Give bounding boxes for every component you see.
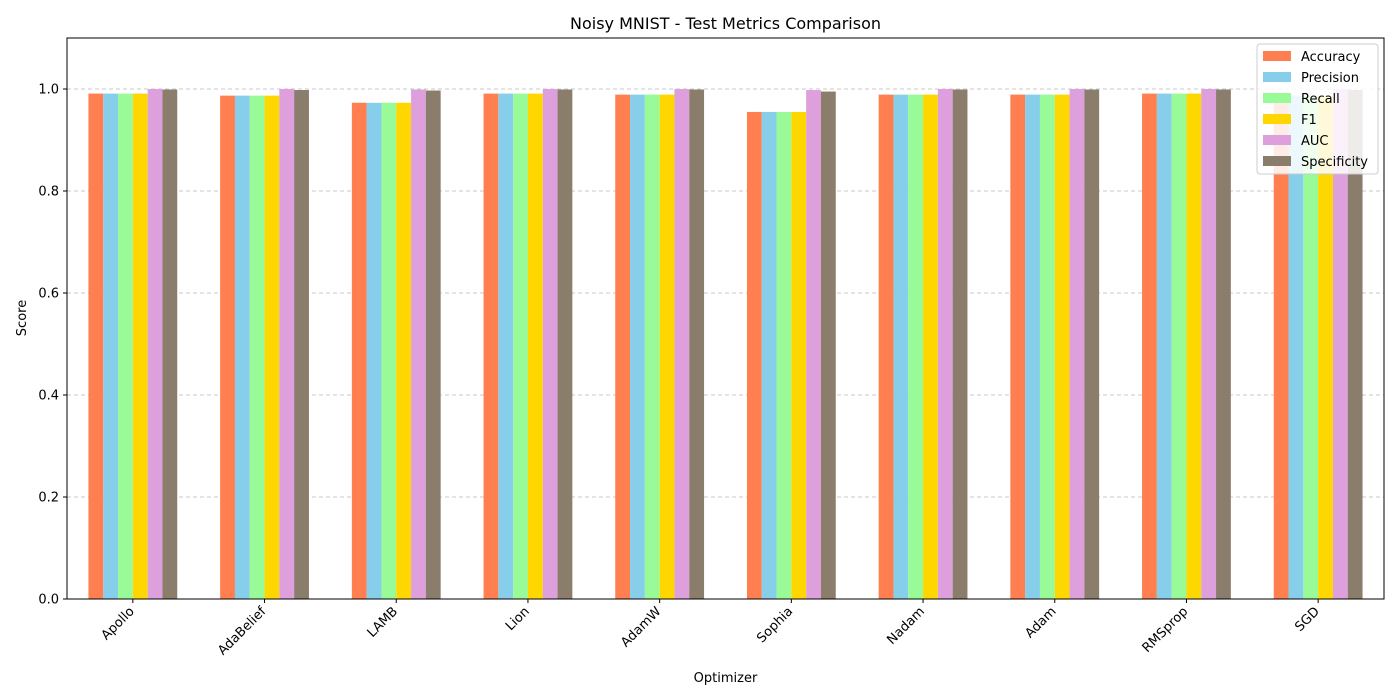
bar-auc-nadam (937, 89, 953, 599)
y-tick-label: 0.4 (38, 389, 59, 404)
bar-accuracy-lion (483, 93, 499, 599)
bar-accuracy-adamw (615, 94, 631, 600)
legend-swatch-precision (1263, 72, 1291, 82)
bar-specificity-apollo (162, 89, 178, 599)
x-tick-label: SGD (1292, 604, 1323, 635)
x-tick-label: LAMB (365, 604, 401, 640)
legend: Accuracy Precision Recall F1 AUC Specificity (1256, 43, 1379, 175)
bar-recall-apollo (118, 93, 133, 599)
bar-auc-apollo (147, 89, 163, 599)
bar-precision-sgd (1288, 95, 1304, 599)
bar-auc-rmsprop (1201, 89, 1217, 599)
bar-precision-lion (498, 93, 514, 599)
bar-specificity-adabelief (294, 90, 309, 600)
legend-label-auc: AUC (1301, 134, 1329, 149)
x-tick-label: RMSprop (1140, 604, 1192, 656)
y-tick-label: 0.6 (38, 287, 59, 302)
bar-accuracy-lamb (351, 102, 367, 600)
bar-auc-adabelief (279, 89, 295, 599)
bar-recall-lion (513, 93, 528, 599)
bar-precision-apollo (103, 93, 119, 599)
bar-recall-rmsprop (1171, 93, 1187, 599)
bar-specificity-nadam (952, 89, 968, 599)
axes-layer (66, 37, 1385, 600)
y-tick-label: 0.2 (38, 491, 59, 506)
bar-precision-sophia (761, 111, 777, 599)
legend-label-precision: Precision (1301, 71, 1359, 86)
y-tick-label: 0.0 (38, 593, 59, 608)
plot-frame (66, 37, 1385, 600)
bar-specificity-lamb (425, 90, 441, 599)
bar-precision-adabelief (234, 95, 250, 599)
bar-auc-lamb (411, 89, 426, 599)
bar-specificity-lion (557, 89, 573, 599)
bar-recall-sgd (1303, 95, 1319, 599)
x-tick-label: Lion (503, 604, 533, 634)
bar-precision-nadam (893, 94, 909, 600)
bar-precision-rmsprop (1156, 93, 1172, 599)
bar-f1-sophia (791, 111, 807, 599)
bar-f1-nadam (923, 94, 938, 600)
bar-precision-adamw (630, 94, 645, 600)
x-tick-label: Apollo (99, 604, 138, 643)
y-tick-label: 1.0 (38, 83, 59, 98)
bar-recall-adabelief (249, 95, 265, 599)
bar-auc-adamw (674, 89, 690, 599)
bar-specificity-adamw (689, 89, 705, 599)
bar-auc-lion (542, 89, 558, 599)
bar-f1-adamw (659, 94, 675, 600)
bar-accuracy-nadam (878, 94, 894, 600)
bar-accuracy-sophia (746, 111, 762, 599)
bar-f1-adam (1054, 94, 1070, 600)
bar-specificity-rmsprop (1216, 89, 1231, 599)
bar-f1-rmsprop (1186, 93, 1202, 599)
bar-accuracy-apollo (88, 93, 104, 599)
x-axis-title: Optimizer (694, 671, 758, 686)
bar-recall-adam (1039, 94, 1055, 600)
bar-f1-sgd (1318, 95, 1333, 599)
bar-accuracy-adam (1010, 94, 1026, 600)
bar-f1-lamb (396, 102, 412, 600)
bar-auc-sgd (1332, 89, 1348, 599)
bar-f1-apollo (132, 93, 148, 599)
bar-precision-adam (1025, 94, 1040, 600)
x-tick-label: Nadam (884, 604, 928, 648)
legend-label-recall: Recall (1301, 92, 1340, 107)
bar-recall-adamw (644, 94, 660, 600)
bar-precision-lamb (366, 102, 382, 600)
bar-recall-sophia (776, 111, 792, 599)
legend-swatch-recall (1263, 93, 1291, 103)
bars-layer (88, 89, 1363, 600)
bar-auc-adam (1069, 89, 1085, 599)
x-tick-label: Adam (1022, 604, 1059, 641)
x-tick-label: AdamW (618, 604, 664, 650)
chart-title: Noisy MNIST - Test Metrics Comparison (570, 14, 881, 33)
bar-recall-lamb (381, 102, 397, 600)
bar-accuracy-adabelief (220, 95, 235, 599)
legend-swatch-accuracy (1263, 51, 1291, 61)
bar-accuracy-rmsprop (1142, 93, 1157, 599)
bar-auc-sophia (806, 90, 821, 600)
x-tick-label: Sophia (754, 604, 796, 646)
legend-swatch-auc (1263, 135, 1291, 145)
legend-swatch-specificity (1263, 156, 1291, 166)
bar-f1-lion (527, 93, 543, 599)
bar-specificity-sgd (1347, 90, 1363, 600)
legend-label-f1: F1 (1301, 113, 1317, 128)
x-tick-label: AdaBelief (215, 604, 269, 658)
y-tick-label: 0.8 (38, 185, 59, 200)
legend-label-specificity: Specificity (1301, 155, 1368, 170)
bar-specificity-adam (1084, 89, 1100, 599)
bar-recall-nadam (908, 94, 924, 600)
legend-swatch-f1 (1263, 114, 1291, 124)
bar-specificity-sophia (820, 91, 836, 600)
bar-accuracy-sgd (1273, 95, 1289, 599)
y-axis-title: Score (15, 300, 30, 336)
bar-f1-adabelief (264, 95, 280, 599)
legend-label-accuracy: Accuracy (1301, 50, 1361, 65)
